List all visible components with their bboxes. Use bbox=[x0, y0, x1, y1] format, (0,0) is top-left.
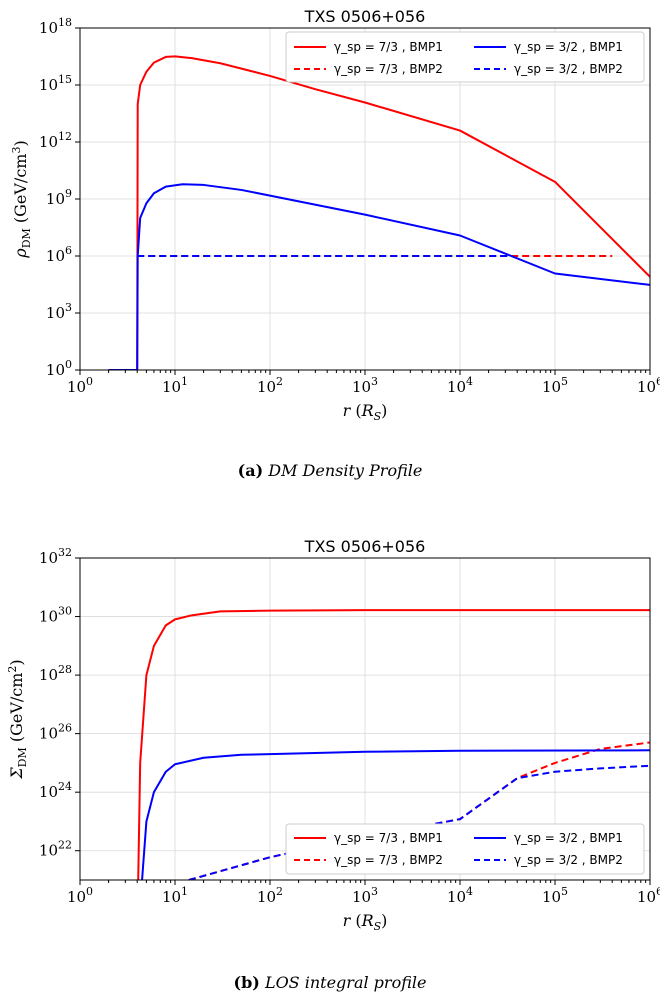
panel-los: TXS 0506+056 100 101 102 103 104 105 106102210… bbox=[6, 537, 660, 992]
legend-label-b-2: γ_sp = 3/2 , BMP1 bbox=[514, 831, 623, 845]
tick-label-x-b-6: 106 bbox=[637, 885, 660, 906]
tick-label-y-a-2: 106 bbox=[46, 244, 72, 265]
legend-a: γ_sp = 7/3 , BMP1 γ_sp = 7/3 , BMP2 γ_sp… bbox=[285, 31, 645, 83]
caption-b-text: LOS integral profile bbox=[264, 973, 427, 992]
tick-label-x-a-1: 101 bbox=[162, 375, 188, 396]
legend-label-a-0: γ_sp = 7/3 , BMP1 bbox=[334, 40, 443, 54]
tick-label-x-a-6: 106 bbox=[637, 375, 660, 396]
tick-label-x-a-2: 102 bbox=[257, 375, 283, 396]
chart-b-title: TXS 0506+056 bbox=[304, 537, 426, 556]
caption-a: (a) DM Density Profile bbox=[238, 461, 423, 480]
legend-label-a-2: γ_sp = 3/2 , BMP1 bbox=[514, 40, 623, 54]
legend-box-a bbox=[285, 31, 645, 83]
tick-label-x-b-3: 103 bbox=[352, 885, 378, 906]
y-axis-label-b: ΣDM (GeV/cm2) bbox=[6, 659, 29, 779]
series-a-2 bbox=[108, 183, 650, 370]
tick-label-y-b-1: 1024 bbox=[39, 780, 72, 801]
x-axis-label-b: r (RS) bbox=[343, 911, 388, 933]
tick-label-y-b-2: 1026 bbox=[39, 722, 72, 743]
series-a-0 bbox=[108, 55, 650, 370]
legend-box-b bbox=[285, 823, 645, 875]
ticks-a: 100 101 102 103 104 105 106 100 103 106 109 1012 101… bbox=[39, 16, 660, 396]
legend-label-b-1: γ_sp = 7/3 , BMP2 bbox=[334, 853, 443, 867]
tick-label-x-a-4: 104 bbox=[447, 375, 473, 396]
tick-label-x-b-1: 101 bbox=[162, 885, 188, 906]
ticks-b: 100 101 102 103 104 105 106 1022 1024 1026 1028 103… bbox=[39, 546, 660, 906]
legend-b: γ_sp = 7/3 , BMP1 γ_sp = 7/3 , BMP2 γ_sp… bbox=[285, 823, 645, 875]
tick-label-y-b-0: 1022 bbox=[39, 839, 72, 860]
tick-label-y-a-0: 100 bbox=[46, 358, 72, 379]
series-group-a bbox=[108, 55, 650, 370]
tick-label-y-a-4: 1012 bbox=[39, 130, 72, 151]
tick-label-y-a-6: 1018 bbox=[39, 16, 72, 37]
legend-label-a-3: γ_sp = 3/2 , BMP2 bbox=[514, 62, 623, 76]
tick-label-x-a-0: 100 bbox=[67, 375, 93, 396]
tick-label-x-b-0: 100 bbox=[67, 885, 93, 906]
tick-label-x-b-5: 105 bbox=[542, 885, 568, 906]
tick-label-y-a-1: 103 bbox=[46, 301, 72, 322]
tick-label-y-a-3: 109 bbox=[46, 187, 72, 208]
series-b-0 bbox=[137, 609, 650, 880]
caption-a-text: DM Density Profile bbox=[267, 461, 422, 480]
x-axis-label-a: r (RS) bbox=[343, 401, 388, 423]
panel-density: TXS 0506+056 100 101 102 103 104 105 106 100 103… bbox=[10, 7, 660, 480]
chart-a-title: TXS 0506+056 bbox=[304, 7, 426, 26]
y-axis-label-a: ρDM (GeV/cm3) bbox=[10, 140, 33, 258]
tick-label-x-b-4: 104 bbox=[447, 885, 473, 906]
tick-label-x-b-2: 102 bbox=[257, 885, 283, 906]
tick-label-y-b-4: 1030 bbox=[39, 605, 72, 626]
tick-label-y-b-5: 1032 bbox=[39, 546, 72, 567]
tick-label-x-a-3: 103 bbox=[352, 375, 378, 396]
legend-label-a-1: γ_sp = 7/3 , BMP2 bbox=[334, 62, 443, 76]
tick-label-x-a-5: 105 bbox=[542, 375, 568, 396]
caption-a-label: (a) bbox=[238, 461, 264, 480]
tick-label-y-a-5: 1015 bbox=[39, 73, 72, 94]
tick-label-y-b-3: 1028 bbox=[39, 663, 72, 684]
caption-b: (b) LOS integral profile bbox=[234, 973, 427, 992]
series-b-2 bbox=[141, 749, 650, 880]
legend-label-b-0: γ_sp = 7/3 , BMP1 bbox=[334, 831, 443, 845]
caption-b-label: (b) bbox=[234, 973, 260, 992]
legend-label-b-3: γ_sp = 3/2 , BMP2 bbox=[514, 853, 623, 867]
